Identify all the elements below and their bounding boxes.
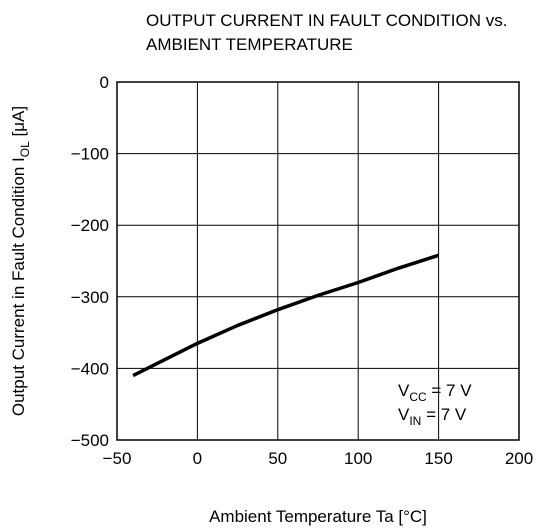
annotation-sub: IN [409, 414, 421, 428]
annotation: VCC = 7 V [398, 381, 472, 404]
y-tick-label: −400 [71, 359, 109, 378]
annotation-rest: = 7 V [427, 381, 473, 400]
x-tick-label: 0 [193, 449, 202, 468]
y-tick-label: 0 [100, 73, 109, 92]
data-line [132, 253, 440, 378]
annotation-base: V [398, 405, 410, 424]
x-tick-label: 50 [268, 449, 287, 468]
y-axis-label-unit: [μA] [9, 106, 28, 141]
annotation-rest: = 7 V [421, 405, 467, 424]
y-tick-label: −500 [71, 431, 109, 450]
y-axis-label-sub: OL [18, 141, 32, 157]
x-tick-label: 100 [344, 449, 372, 468]
x-axis-label: Ambient Temperature Ta [°C] [209, 507, 427, 526]
chart-title: AMBIENT TEMPERATURE [146, 35, 353, 54]
y-tick-label: −100 [71, 145, 109, 164]
annotation: VIN = 7 V [398, 405, 467, 428]
annotation-sub: CC [409, 390, 427, 404]
annotation-base: V [398, 381, 410, 400]
y-tick-label: −200 [71, 216, 109, 235]
y-axis-label: Output Current in Fault Condition IOL [μ… [9, 106, 32, 416]
x-tick-label: 150 [424, 449, 452, 468]
y-axis-label-text: Output Current in Fault Condition I [9, 157, 28, 416]
y-tick-label: −300 [71, 288, 109, 307]
x-tick-label: 200 [505, 449, 533, 468]
x-tick-label: −50 [103, 449, 132, 468]
chart-title: OUTPUT CURRENT IN FAULT CONDITION vs. [146, 11, 507, 30]
